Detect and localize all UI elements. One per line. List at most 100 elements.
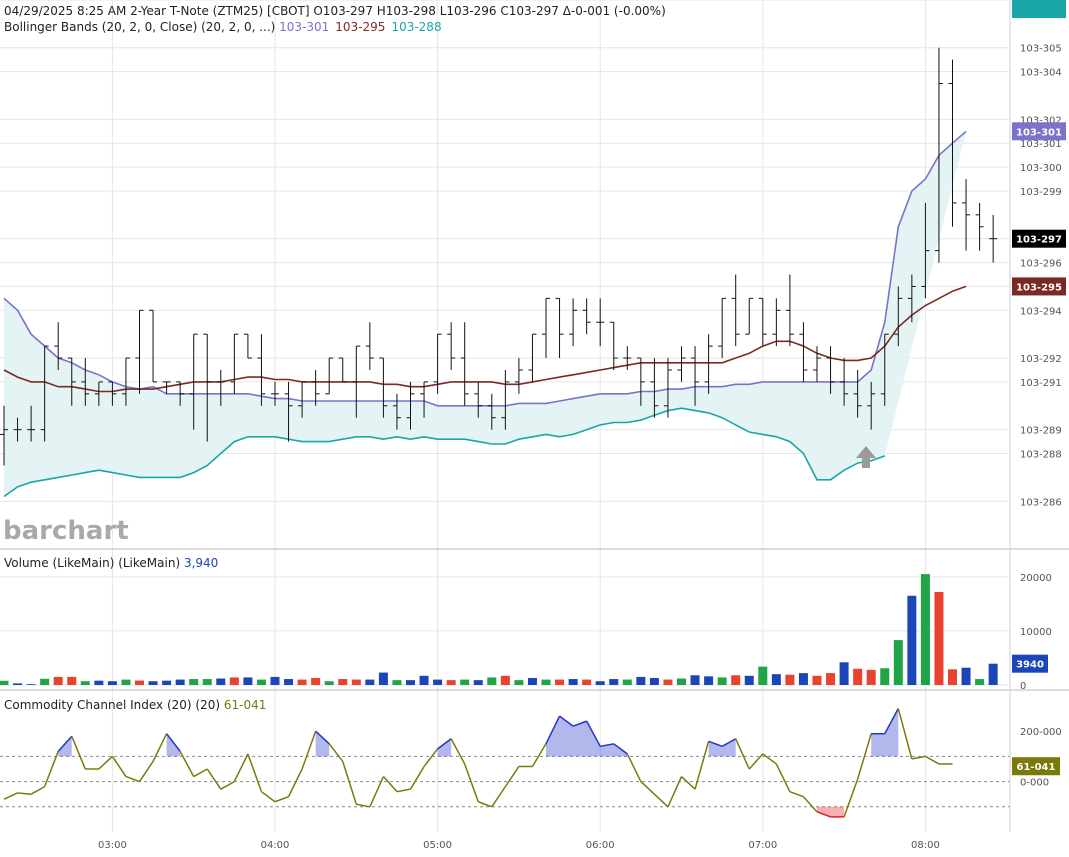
- volume-bar: [595, 681, 605, 685]
- bollinger-legend-label: Bollinger Bands (20, 2, 0, Close) (20, 2…: [4, 20, 279, 34]
- ohlc-bar: [636, 357, 645, 406]
- cci-line-segment: [626, 753, 642, 782]
- cci-line-segment: [98, 755, 113, 770]
- ohlc-bar: [365, 322, 374, 370]
- cci-line-segment: [789, 790, 804, 798]
- time-tick-label: 07:00: [748, 840, 777, 851]
- cci-line-segment: [856, 733, 872, 780]
- cci-line-segment: [911, 755, 926, 760]
- time-axis: 03:00 04:00 05:00 06:00 07:00 08:00: [98, 840, 940, 851]
- volume-bar: [162, 680, 172, 685]
- volume-bar: [961, 667, 971, 685]
- volume-bar: [690, 675, 700, 685]
- ohlc-bars: [0, 47, 998, 466]
- cci-zone-fill: [166, 733, 181, 757]
- cci-line-segment: [328, 743, 344, 762]
- volume-bar: [880, 668, 890, 685]
- svg-text:103-301: 103-301: [1016, 127, 1062, 138]
- cci-grid: [0, 755, 1010, 808]
- ohlc-bar: [338, 357, 347, 383]
- cci-line-segment: [166, 733, 181, 752]
- cci-legend-label: Commodity Channel Index (20) (20): [4, 698, 224, 712]
- bollinger-legend-middle: 103-295: [335, 20, 385, 34]
- volume-bar: [731, 675, 741, 685]
- volume-bar: [866, 669, 876, 685]
- bollinger-band-fill: [4, 131, 967, 497]
- bollinger-legend: Bollinger Bands (20, 2, 0, Close) (20, 2…: [4, 20, 442, 34]
- ohlc-bar: [528, 333, 537, 382]
- volume-axis: 0 10000 20000 3940: [1012, 573, 1052, 692]
- cci-line-segment: [925, 755, 940, 765]
- cci-line-segment: [152, 733, 168, 762]
- ohlc-bar: [406, 381, 415, 430]
- cci-zone-fill: [437, 738, 452, 757]
- ohlc-bar: [176, 381, 185, 406]
- volume-bar: [853, 668, 863, 685]
- cci-line-segment: [3, 792, 18, 800]
- ohlc-bar: [514, 358, 523, 394]
- ohlc-bar: [663, 358, 672, 418]
- volume-bar: [609, 679, 619, 685]
- ohlc-bar: [352, 345, 361, 418]
- cci-tick-label: 200-000: [1020, 727, 1062, 738]
- ohlc-bar: [203, 333, 212, 442]
- volume-last-tag: 3940: [1012, 654, 1048, 673]
- price-tick-label: 103-296: [1020, 259, 1062, 270]
- ohlc-bar: [257, 334, 266, 406]
- cci-line-segment: [437, 738, 452, 750]
- cci-line-segment: [382, 776, 398, 793]
- svg-text:61-041: 61-041: [1017, 762, 1056, 773]
- volume-tick-label: 20000: [1020, 573, 1052, 584]
- volume-tick-label: 0: [1020, 681, 1026, 692]
- cci-line-segment: [559, 715, 574, 727]
- volume-bar: [541, 679, 551, 685]
- cci-line-segment: [640, 781, 655, 795]
- cci-line-segment: [884, 708, 899, 735]
- ohlc-bar: [284, 381, 293, 442]
- ohlc-bar: [934, 47, 943, 263]
- volume-bar: [175, 679, 185, 685]
- ohlc-bar: [298, 381, 307, 418]
- cci-line-segment: [43, 751, 59, 787]
- ohlc-bar: [474, 381, 483, 418]
- ohlc-bar: [907, 274, 916, 323]
- ohlc-bar: [704, 334, 713, 394]
- price-tick-label: 103-294: [1020, 306, 1062, 317]
- bollinger-upper-line: [3, 130, 967, 407]
- price-pane[interactable]: 103-286 103-288 103-289 103-291 103-292 103-2…: [0, 0, 1066, 832]
- time-tick-label: 05:00: [423, 840, 452, 851]
- cci-legend: Commodity Channel Index (20) (20) 61-041: [4, 698, 266, 712]
- volume-bar: [975, 679, 985, 685]
- cci-line-segment: [775, 763, 791, 793]
- cci-line-segment: [193, 768, 208, 778]
- cci-line-segment: [816, 811, 831, 818]
- ohlc-bar: [433, 333, 442, 394]
- volume-pane[interactable]: 0 10000 20000 3940: [0, 573, 1052, 692]
- ohlc-bar: [772, 298, 781, 347]
- cci-line-segment: [504, 766, 520, 788]
- volume-bar: [934, 591, 944, 685]
- ohlc-bar: [867, 381, 876, 430]
- volume-bar: [13, 683, 23, 685]
- cci-zone-fill: [871, 708, 899, 757]
- cci-line-segment: [17, 792, 32, 795]
- volume-bar: [0, 680, 9, 685]
- ohlc-bar: [731, 274, 740, 347]
- time-tick-label: 08:00: [911, 840, 940, 851]
- time-tick-label: 06:00: [586, 840, 615, 851]
- volume-bar: [677, 678, 686, 685]
- cci-pane[interactable]: 200-000 0-000 61-041: [0, 708, 1062, 818]
- ohlc-bar: [379, 357, 388, 418]
- cci-line-segment: [463, 763, 479, 803]
- cci-line-segment: [600, 743, 614, 748]
- ohlc-bar: [271, 381, 279, 406]
- ohlc-bar: [853, 369, 862, 418]
- cci-lines: [3, 708, 953, 818]
- cci-line-segment: [897, 708, 913, 760]
- ohlc-bar: [311, 369, 320, 406]
- volume-bar: [189, 679, 199, 685]
- volume-bar: [460, 679, 470, 685]
- ohlc-bar: [609, 321, 618, 370]
- volume-bar: [378, 672, 388, 685]
- volume-bar: [785, 674, 795, 685]
